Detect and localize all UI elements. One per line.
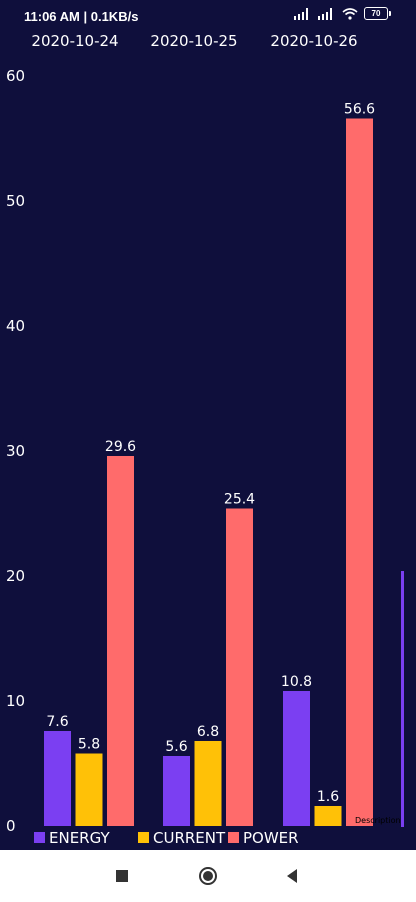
bar-energy[interactable] bbox=[163, 756, 190, 826]
data-label: 6.8 bbox=[197, 724, 219, 740]
scrollbar-thumb[interactable] bbox=[401, 571, 404, 827]
data-label: 5.8 bbox=[78, 737, 100, 753]
status-time: 11:06 AM | 0.1KB/s bbox=[24, 9, 139, 24]
battery-icon: 70 bbox=[364, 7, 391, 20]
data-label: 5.6 bbox=[165, 739, 187, 755]
y-tick-label: 30 bbox=[6, 442, 25, 460]
signal-icon-2 bbox=[318, 7, 332, 20]
data-label: 10.8 bbox=[281, 674, 312, 690]
bar-current[interactable] bbox=[314, 806, 342, 826]
signal-icon bbox=[294, 7, 308, 20]
legend-label: POWER bbox=[243, 829, 299, 847]
y-tick-label: 60 bbox=[6, 67, 25, 85]
square-icon[interactable] bbox=[110, 864, 134, 888]
y-tick-label: 40 bbox=[6, 317, 25, 335]
status-bar: 11:06 AM | 0.1KB/s 70 bbox=[0, 0, 416, 30]
navigation-bar bbox=[0, 850, 416, 902]
category-label: 2020-10-26 bbox=[270, 32, 357, 50]
data-label: 1.6 bbox=[317, 789, 339, 805]
legend-swatch bbox=[138, 832, 149, 843]
description-label: Description bbox=[355, 816, 401, 825]
bar-current[interactable] bbox=[194, 741, 222, 826]
y-tick-label: 50 bbox=[6, 192, 25, 210]
legend-swatch bbox=[228, 832, 239, 843]
bar-chart: 2020-10-24 2020-10-25 2020-10-26 0 10 20 30 40 5… bbox=[6, 32, 404, 847]
y-tick-label: 20 bbox=[6, 567, 25, 585]
bar-power[interactable] bbox=[346, 118, 373, 827]
triangle-back-icon[interactable] bbox=[280, 864, 304, 888]
circle-icon[interactable] bbox=[196, 864, 220, 888]
y-tick-label: 0 bbox=[6, 817, 16, 835]
status-icons: 70 bbox=[294, 7, 391, 20]
data-label: 25.4 bbox=[224, 492, 255, 508]
bar-energy[interactable] bbox=[44, 731, 71, 826]
category-label: 2020-10-25 bbox=[150, 32, 237, 50]
data-label: 29.6 bbox=[105, 439, 136, 455]
bar-current[interactable] bbox=[75, 753, 103, 827]
chart-area: 2020-10-24 2020-10-25 2020-10-26 0 10 20 30 40 5… bbox=[0, 30, 416, 850]
data-label: 56.6 bbox=[344, 102, 375, 118]
category-label: 2020-10-24 bbox=[31, 32, 118, 50]
legend-label: CURRENT bbox=[153, 829, 226, 847]
legend-swatch bbox=[34, 832, 45, 843]
bar-power[interactable] bbox=[226, 508, 253, 827]
y-tick-label: 10 bbox=[6, 692, 25, 710]
wifi-icon bbox=[342, 7, 358, 20]
bar-energy[interactable] bbox=[283, 691, 310, 826]
data-label: 7.6 bbox=[46, 714, 68, 730]
legend-label: ENERGY bbox=[49, 829, 110, 847]
bar-power[interactable] bbox=[107, 456, 134, 826]
